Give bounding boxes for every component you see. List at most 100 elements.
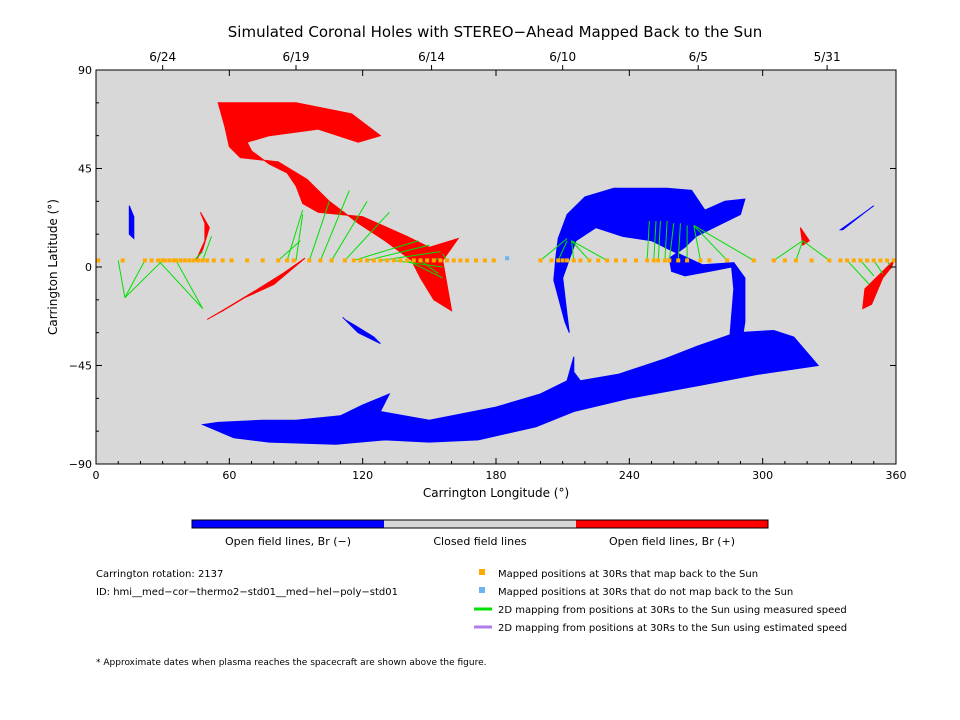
mapping-line bbox=[319, 190, 350, 261]
x-tick-label: 360 bbox=[886, 469, 907, 482]
model-id: ID: hmi__med−cor−thermo2−std01__med−hel−… bbox=[96, 587, 398, 598]
mapped-point bbox=[556, 258, 561, 263]
mapped-point bbox=[96, 258, 101, 263]
mapped-point bbox=[794, 258, 798, 263]
mapped-point bbox=[229, 258, 234, 263]
mapped-point bbox=[622, 258, 627, 263]
mapped-point bbox=[698, 258, 703, 263]
mapped-point bbox=[351, 258, 356, 263]
mapped-point bbox=[885, 258, 890, 263]
coronal-hole-positive bbox=[195, 212, 210, 261]
mapped-point bbox=[596, 258, 601, 263]
mapping-line bbox=[571, 240, 608, 261]
unmapped-point bbox=[505, 256, 510, 261]
mapped-point bbox=[491, 258, 496, 263]
mapping-line bbox=[124, 260, 146, 298]
mapping-line bbox=[646, 221, 650, 261]
colorbar: Open field lines, Br (−) Closed field li… bbox=[191, 519, 769, 548]
x-tick-label: 240 bbox=[619, 469, 640, 482]
colorbar-positive bbox=[576, 520, 768, 528]
mapped-point bbox=[838, 258, 843, 263]
mapped-point bbox=[358, 258, 363, 263]
mapped-point bbox=[865, 258, 870, 263]
mapped-point bbox=[171, 258, 176, 263]
mapping-line bbox=[420, 260, 439, 274]
mapping-line bbox=[873, 260, 884, 274]
mapped-point bbox=[571, 258, 576, 263]
mapped-point bbox=[474, 258, 478, 263]
mapping-line bbox=[124, 260, 164, 299]
x-axis: 0 60 120 180 240 300 360 bbox=[93, 70, 907, 482]
mapped-point bbox=[458, 258, 463, 263]
mapping-line bbox=[202, 236, 213, 261]
legend-label: 2D mapping from positions at 30Rs to the… bbox=[498, 605, 847, 616]
mapping-line bbox=[846, 260, 870, 285]
x-axis-label: Carrington Longitude (°) bbox=[423, 486, 569, 500]
mapped-point bbox=[385, 258, 390, 263]
mapped-point bbox=[200, 258, 205, 263]
mapped-point bbox=[538, 258, 543, 263]
colorbar-closed bbox=[384, 520, 576, 528]
mapping-line bbox=[308, 201, 330, 261]
mapping-lines bbox=[117, 190, 890, 309]
mapping-line bbox=[157, 260, 204, 309]
coronal-hole-positive bbox=[206, 257, 306, 320]
mapped-point bbox=[445, 258, 450, 263]
mapped-point bbox=[187, 258, 192, 263]
date-tick-label: 6/14 bbox=[418, 50, 445, 64]
mapped-point bbox=[211, 258, 216, 263]
colorbar-label-negative: Open field lines, Br (−) bbox=[225, 535, 351, 548]
coronal-hole-negative bbox=[128, 205, 135, 240]
footnote: * Approximate dates when plasma reaches … bbox=[96, 658, 487, 668]
mapping-line bbox=[693, 225, 728, 261]
mapping-line bbox=[657, 221, 661, 261]
mapped-point bbox=[667, 258, 672, 263]
mapped-point bbox=[725, 258, 730, 263]
mapping-line bbox=[175, 260, 204, 309]
mapped-point bbox=[191, 258, 196, 263]
mapping-line bbox=[540, 238, 568, 261]
mapped-point bbox=[378, 258, 383, 263]
mapped-point bbox=[827, 258, 832, 263]
mapped-point bbox=[391, 258, 396, 263]
mapped-points bbox=[96, 256, 896, 263]
mapped-point bbox=[614, 258, 618, 263]
mapped-point bbox=[878, 258, 883, 263]
mapped-point bbox=[845, 258, 850, 263]
x-tick-label: 60 bbox=[222, 469, 236, 482]
mapped-point bbox=[685, 258, 690, 263]
mapped-point bbox=[656, 258, 661, 263]
mapping-line bbox=[693, 224, 755, 261]
mapping-line bbox=[693, 225, 701, 261]
mapped-point bbox=[871, 258, 876, 263]
mapped-point bbox=[182, 258, 187, 263]
mapping-line bbox=[557, 240, 568, 261]
mapped-point bbox=[371, 258, 376, 263]
mapping-line bbox=[406, 259, 443, 279]
mapping-line bbox=[677, 223, 681, 261]
mapping-line bbox=[860, 260, 875, 277]
mapped-point bbox=[365, 258, 370, 263]
mapped-point bbox=[651, 258, 656, 263]
coronal-hole-negative bbox=[604, 207, 675, 233]
mapped-point bbox=[645, 258, 650, 263]
legend-marker bbox=[479, 587, 485, 593]
colorbar-label-closed: Closed field lines bbox=[433, 535, 527, 548]
mapped-point bbox=[174, 258, 178, 263]
mapped-point bbox=[149, 258, 154, 263]
mapped-point bbox=[851, 258, 856, 263]
mapped-point bbox=[405, 258, 410, 263]
chart-title: Simulated Coronal Holes with STEREO−Ahea… bbox=[228, 23, 762, 41]
mapped-point bbox=[120, 258, 125, 263]
legend-label: 2D mapping from positions at 30Rs to the… bbox=[498, 623, 847, 634]
mapped-point bbox=[156, 258, 161, 263]
coronal-hole-positive bbox=[217, 102, 460, 312]
mapping-line bbox=[331, 201, 368, 261]
mapped-point bbox=[751, 258, 756, 263]
mapped-point bbox=[178, 258, 183, 263]
mapping-line bbox=[802, 240, 830, 261]
mapped-point bbox=[565, 258, 570, 263]
y-tick-label: −90 bbox=[69, 458, 92, 471]
y-tick-label: 90 bbox=[78, 64, 92, 77]
mapped-point bbox=[809, 258, 814, 263]
